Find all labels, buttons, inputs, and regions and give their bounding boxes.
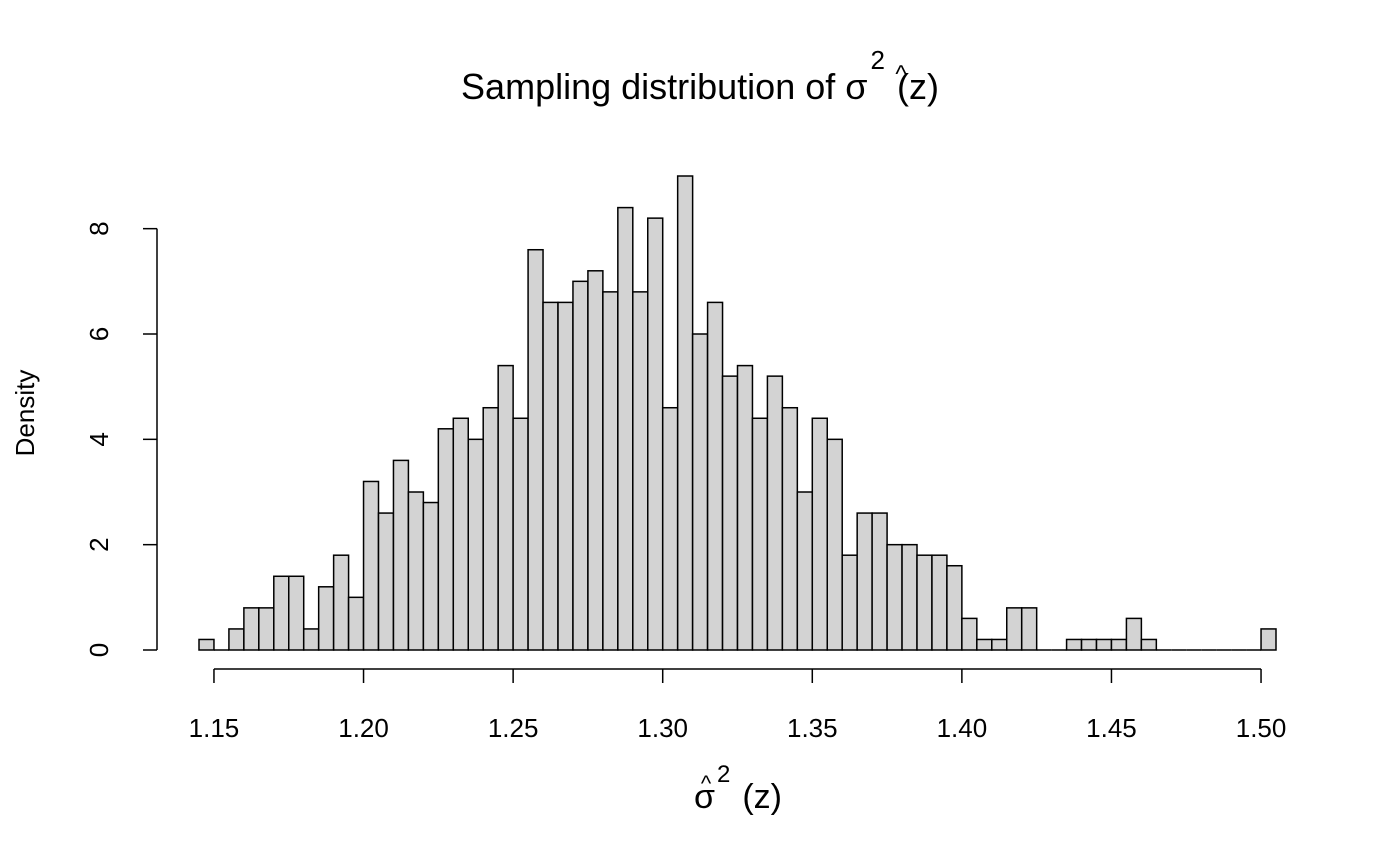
x-axis-label-superscript: 2 [717,761,730,788]
histogram-bar [482,406,499,651]
histogram-bar [871,512,888,651]
x-tick-label: 1.15 [189,713,240,743]
histogram-bar [991,638,1008,651]
histogram-bar [542,301,559,651]
y-axis: 0 2 4 6 8 [84,221,158,657]
histogram-bar [901,543,918,651]
histogram-bar [332,554,350,651]
histogram-bar [841,554,858,651]
y-axis-label: Density [10,370,40,457]
histogram-bar [1006,607,1023,651]
histogram-bar [317,586,335,651]
histogram-bar [886,543,903,651]
histogram-bar [856,512,873,651]
histogram-bar [243,607,260,651]
x-tick-label: 1.30 [637,713,688,743]
histogram-bar [1065,638,1083,651]
histogram-bar [407,491,425,651]
x-tick-label: 1.25 [488,713,539,743]
histogram-bar [946,564,963,651]
histogram-bar [976,638,993,651]
histogram-bar [1110,638,1128,651]
x-axis: 1.15 1.20 1.25 1.30 1.35 1.40 1.45 1.50 [189,668,1287,743]
histogram-bar [497,364,514,651]
histogram-bar [632,291,649,651]
histogram-bar [437,428,455,651]
histogram-bar [228,628,245,651]
histogram-bar [916,554,933,651]
histogram-bar [676,175,694,651]
histogram-bar [1020,607,1038,651]
histogram-bar [706,301,724,651]
histogram-bar [811,417,829,651]
histogram-bar [751,417,769,651]
histogram-bar [796,491,814,651]
chart-title: Sampling distribution of σ2 (z) [461,45,939,107]
x-axis-label-suffix: (z) [742,778,782,816]
histogram-bar [1095,638,1113,651]
y-tick-label: 8 [84,221,114,235]
histogram-bar [1260,628,1277,651]
histogram-bar [602,291,619,651]
histogram-bar [736,364,754,651]
x-tick-label: 1.50 [1236,713,1287,743]
chart-title-symbol: σ [845,66,867,107]
histogram-bar [1125,617,1143,651]
chart-title-suffix: (z) [897,66,939,107]
histogram-bar [377,512,395,651]
chart-title-superscript: 2 [870,45,884,75]
histogram-bar [347,596,365,651]
histogram-bar [527,248,544,651]
x-tick-label: 1.40 [937,713,988,743]
histogram-bar [721,375,739,651]
histogram-bar [1080,638,1098,651]
histogram-bar [931,554,948,651]
histogram-bar [198,638,215,651]
y-tick-label: 6 [84,327,114,341]
bars-group [198,175,1277,651]
histogram-bar [661,406,679,651]
histogram-bar [512,417,529,651]
histogram-bar [557,301,574,651]
x-tick-label: 1.20 [338,713,389,743]
y-tick-label: 4 [84,432,114,446]
histogram-bar [467,438,484,651]
histogram-bar [392,459,410,651]
histogram-bar [647,217,664,651]
histogram-bar [273,575,290,651]
x-tick-label: 1.35 [787,713,838,743]
histogram-bar [587,270,604,651]
histogram-bar [302,628,320,651]
histogram-bar [258,607,275,651]
histogram-bar [617,206,634,651]
x-axis-label: σ2 (z) [694,761,782,816]
histogram-bar [1140,638,1158,651]
y-tick-label: 0 [84,643,114,657]
x-axis-label-symbol: σ [694,778,715,816]
y-tick-label: 2 [84,537,114,551]
x-axis-label-hat: ^ [701,771,712,796]
histogram-bar [572,280,589,651]
x-tick-label: 1.45 [1086,713,1137,743]
histogram-bar [781,406,799,651]
histogram-bar [288,575,305,651]
histogram-bar [362,480,380,651]
chart-title-prefix: Sampling distribution of [461,66,845,107]
histogram-bar [691,333,709,651]
histogram-bar [422,501,440,651]
histogram-bar [452,417,469,651]
histogram-bar [826,438,843,651]
histogram-bar [961,617,978,651]
chart-title-hat: ^ [895,61,907,88]
histogram-bar [766,375,784,651]
